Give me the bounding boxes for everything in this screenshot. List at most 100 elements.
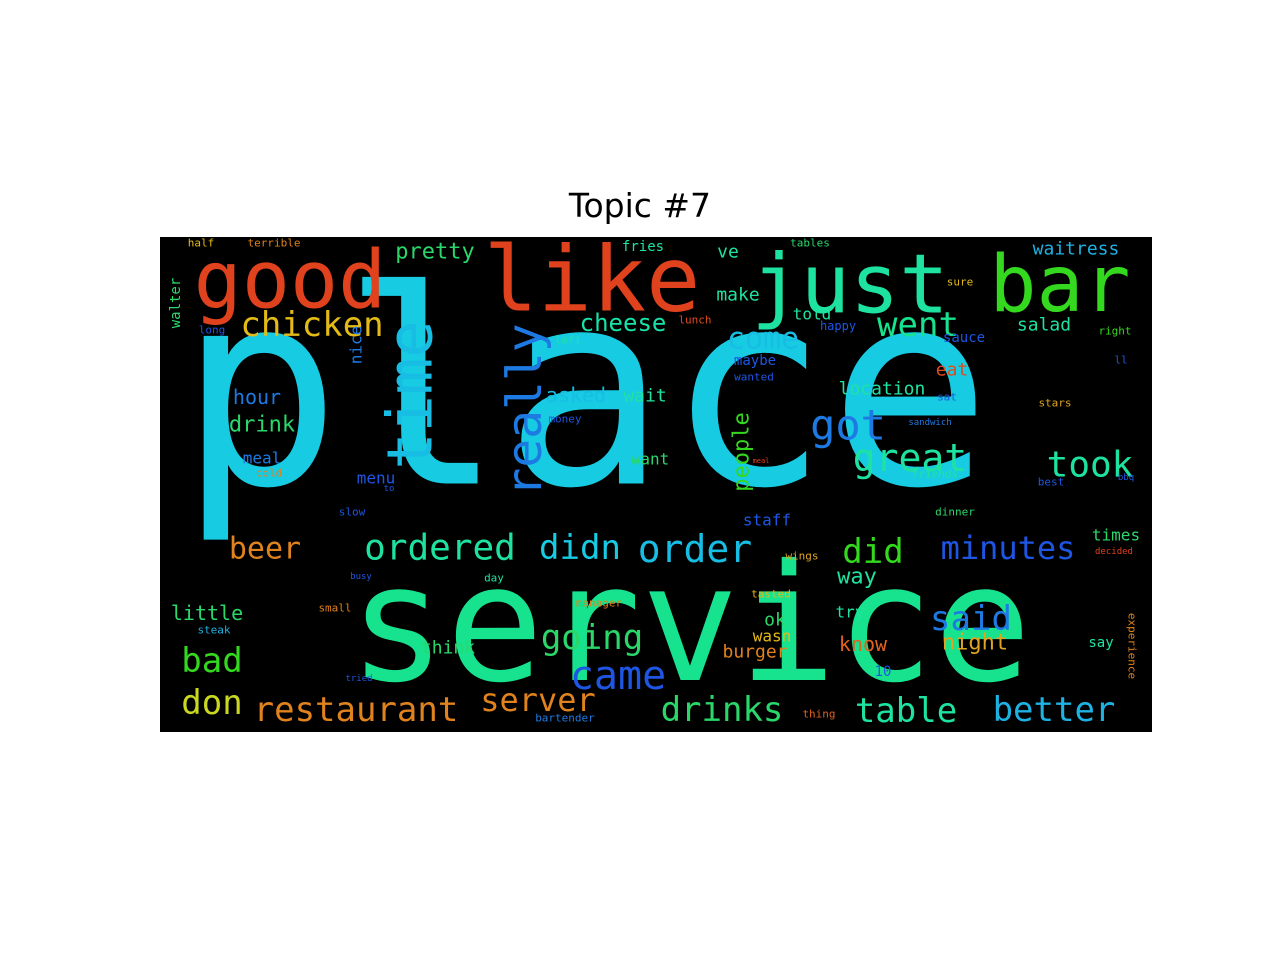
word-come: come xyxy=(727,322,799,357)
word-better: better xyxy=(993,690,1116,730)
word-bartender: bartender xyxy=(535,712,595,725)
word-restaurant: restaurant xyxy=(254,690,459,730)
word-sure: sure xyxy=(947,276,974,289)
chart-title: Topic #7 xyxy=(568,186,712,225)
word-walter: walter xyxy=(168,278,184,329)
word-drinks: drinks xyxy=(661,690,784,730)
word-fries: fries xyxy=(622,239,664,255)
word-slow: slow xyxy=(339,506,366,519)
word-best: best xyxy=(1038,476,1065,489)
word-server: server xyxy=(480,681,596,719)
word-little: little xyxy=(171,601,243,625)
word-nice: nice xyxy=(347,326,366,365)
wordcloud-background xyxy=(160,237,1152,732)
word-meal: meal xyxy=(753,457,770,465)
word-sandwich: sandwich xyxy=(908,418,951,428)
word-ll: ll xyxy=(1114,354,1127,367)
word-ok: ok xyxy=(764,610,786,631)
word-wait: wait xyxy=(623,386,666,407)
word-bar: bar xyxy=(990,240,1131,330)
word-small: small xyxy=(318,602,351,615)
word-cheese: cheese xyxy=(580,309,667,337)
word-did: did xyxy=(842,532,903,572)
word-service: service xyxy=(349,531,1032,719)
word-took: took xyxy=(1047,445,1134,486)
word-eat: eat xyxy=(936,360,969,381)
word-don: don xyxy=(181,683,242,723)
word-time: time xyxy=(374,320,447,469)
word-experience: experience xyxy=(1126,613,1139,679)
word-wanted: wanted xyxy=(734,371,774,384)
word-people: people xyxy=(730,412,755,491)
word-want: want xyxy=(631,450,670,469)
word-sat: sat xyxy=(937,391,957,404)
word-make: make xyxy=(716,285,759,306)
word-know: know xyxy=(839,632,888,656)
word-ve: ve xyxy=(717,242,739,263)
word-really: really xyxy=(497,323,553,496)
word-right: right xyxy=(1098,325,1131,338)
word-menu: menu xyxy=(357,469,396,488)
word-chicken: chicken xyxy=(240,305,383,345)
word-times: times xyxy=(1092,526,1140,545)
word-terrible: terrible xyxy=(248,237,301,250)
word-table: table xyxy=(855,691,957,731)
word-asked: asked xyxy=(546,383,606,407)
word-hour: hour xyxy=(233,385,281,409)
word-long: long xyxy=(199,324,226,337)
word-went: went xyxy=(877,305,959,345)
word-minutes: minutes xyxy=(941,529,1076,567)
word-place: place xyxy=(179,237,992,548)
word-happy: happy xyxy=(820,319,856,333)
word-way: way xyxy=(837,565,877,590)
word-half: half xyxy=(188,237,215,250)
word-maybe: maybe xyxy=(734,353,776,369)
word-wings: wings xyxy=(785,550,818,563)
word-tried: tried xyxy=(345,674,372,684)
word-ordered: ordered xyxy=(364,528,516,569)
word-night: night xyxy=(942,631,1008,656)
word-got: got xyxy=(810,401,886,450)
word-10: 10 xyxy=(875,664,892,680)
word-order: order xyxy=(638,527,752,571)
word-beer: beer xyxy=(229,532,301,567)
word-manager: manager xyxy=(576,597,623,610)
word-bad: bad xyxy=(181,641,242,681)
word-location: location xyxy=(839,379,926,400)
word-burger: burger xyxy=(722,642,787,663)
word-salad: salad xyxy=(1017,315,1071,336)
word-said: said xyxy=(930,599,1012,639)
word-didn: didn xyxy=(539,528,621,568)
word-bbq: bbq xyxy=(1118,473,1134,483)
word-told: told xyxy=(793,305,832,324)
word-decided: decided xyxy=(1095,547,1133,557)
word-just: just xyxy=(751,238,948,333)
word-lunch: lunch xyxy=(678,314,711,327)
word-steak: steak xyxy=(197,624,230,637)
word-drink: drink xyxy=(229,413,295,438)
word-left: left xyxy=(555,334,582,347)
word-thing: thing xyxy=(802,708,835,721)
word-meal: meal xyxy=(243,449,282,468)
word-think: think xyxy=(421,638,475,659)
word-busy: busy xyxy=(350,572,372,582)
word-tasted: tasted xyxy=(751,588,791,601)
word-cold: cold xyxy=(256,467,283,480)
word-dinner: dinner xyxy=(935,506,975,519)
word-try: try xyxy=(836,603,865,622)
word-came: came xyxy=(570,653,666,699)
word-good: good xyxy=(194,237,387,327)
word-pretty: pretty xyxy=(395,240,474,265)
word-great: great xyxy=(853,436,967,480)
word-stars: stars xyxy=(1038,397,1071,410)
word-friends: friends xyxy=(912,468,958,481)
word-staff: staff xyxy=(743,511,791,530)
word-day: day xyxy=(484,572,504,585)
word-to: to xyxy=(384,484,395,494)
word-say: say xyxy=(1088,635,1113,651)
word-going: going xyxy=(541,618,643,658)
word-wasn: wasn xyxy=(753,627,792,646)
word-sauce: sauce xyxy=(943,330,985,346)
